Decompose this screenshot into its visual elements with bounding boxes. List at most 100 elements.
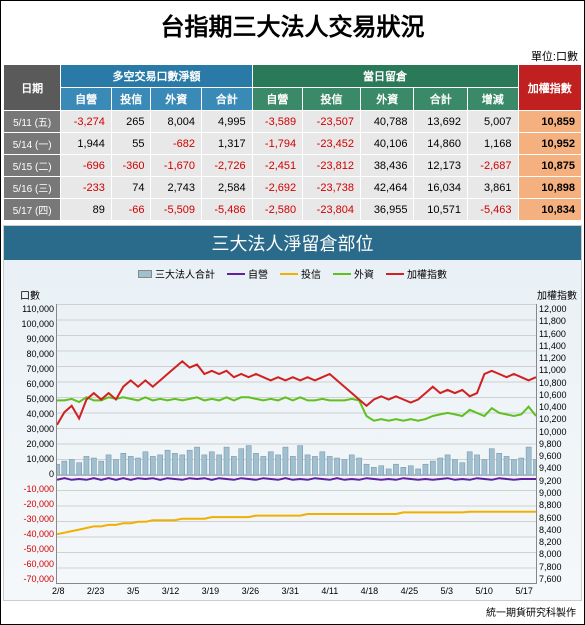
cell-vol: 2,743 [151,177,202,199]
y-tick-left: -30,000 [10,514,54,524]
y-tick-right: 11,800 [539,316,575,326]
cell-pos: -3,589 [252,111,303,133]
sub-hdr: 增減 [467,88,518,111]
y-axis-left: 110,000100,00090,00080,00070,00060,00050… [8,304,56,584]
sub-hdr: 外資 [360,88,413,111]
chart-svg [57,304,536,584]
legend-item: 自營 [227,266,268,281]
cell-vol: -5,486 [202,199,253,221]
legend-item: 三大法人合計 [138,266,215,281]
y-tick-right: 9,800 [539,439,575,449]
cell-date: 5/11 (五) [4,111,61,133]
cell-vol: -682 [151,133,202,155]
sub-hdr: 自營 [61,88,112,111]
y-tick-right: 10,400 [539,402,575,412]
sub-hdr: 外資 [151,88,202,111]
y-tick-left: 0 [10,469,54,479]
cell-vol: -5,509 [151,199,202,221]
cell-pos: -23,738 [303,177,361,199]
y-tick-right: 11,600 [539,329,575,339]
cell-pos: -23,452 [303,133,361,155]
x-tick: 3/31 [282,586,300,596]
table-row: 5/16 (三) -233742,7432,584 -2,692-23,7384… [4,177,582,199]
cell-vol: -3,274 [61,111,112,133]
sub-hdr: 投信 [303,88,361,111]
cell-vol: 89 [61,199,112,221]
cell-pos: 3,861 [467,177,518,199]
y-tick-right: 9,400 [539,463,575,473]
unit-label: 單位:口數 [531,51,578,63]
cell-pos: -5,463 [467,199,518,221]
cell-pos: 12,173 [414,155,467,177]
report-container: 台指期三大法人交易狀況 單位:口數 日期 多空交易口數淨額 當日留倉 加權指數 … [0,0,585,625]
legend-swatch [333,273,351,275]
cell-vol: -360 [111,155,151,177]
cell-pos: 40,788 [360,111,413,133]
y-tick-right: 11,200 [539,353,575,363]
cell-idx: 10,834 [518,199,582,221]
y-tick-right: 7,800 [539,562,575,572]
sub-hdr: 自營 [252,88,303,111]
y-axis-right: 12,00011,80011,60011,40011,20011,00010,8… [537,304,577,584]
chart-legend: 三大法人合計自營投信外資加權指數 [4,260,581,287]
legend-item: 加權指數 [386,266,447,281]
cell-pos: 5,007 [467,111,518,133]
y-tick-right: 7,600 [539,574,575,584]
cell-pos: 36,955 [360,199,413,221]
hdr-date: 日期 [4,65,61,111]
data-table: 日期 多空交易口數淨額 當日留倉 加權指數 自營投信外資合計 自營投信外資合計增… [3,64,582,221]
y-tick-left: 60,000 [10,379,54,389]
cell-pos: -2,580 [252,199,303,221]
table-row: 5/17 (四) 89-66-5,509-5,486 -2,580-23,804… [4,199,582,221]
cell-idx: 10,898 [518,177,582,199]
y-tick-left: 90,000 [10,334,54,344]
cell-vol: 265 [111,111,151,133]
y-tick-right: 11,000 [539,365,575,375]
y-tick-right: 11,400 [539,341,575,351]
cell-date: 5/16 (三) [4,177,61,199]
sub-hdr: 投信 [111,88,151,111]
cell-pos: 1,168 [467,133,518,155]
table-row: 5/14 (一) 1,94455-6821,317 -1,794-23,4524… [4,133,582,155]
legend-swatch [138,270,152,278]
y-tick-left: 70,000 [10,364,54,374]
cell-pos: -1,794 [252,133,303,155]
y-tick-left: 110,000 [10,304,54,314]
y-tick-right: 8,200 [539,537,575,547]
y-tick-right: 10,200 [539,414,575,424]
y-tick-right: 9,200 [539,476,575,486]
cell-idx: 10,875 [518,155,582,177]
x-tick: 3/5 [127,586,140,596]
cell-pos: 42,464 [360,177,413,199]
page-title: 台指期三大法人交易狀況 [3,3,582,46]
x-tick: 4/25 [401,586,419,596]
hdr-index: 加權指數 [518,65,582,111]
cell-pos: 40,106 [360,133,413,155]
legend-item: 投信 [280,266,321,281]
cell-date: 5/14 (一) [4,133,61,155]
chart-panel: 三大法人淨留倉部位 三大法人合計自營投信外資加權指數 口數 加權指數 110,0… [3,225,582,601]
cell-pos: -2,692 [252,177,303,199]
cell-vol: 55 [111,133,151,155]
cell-idx: 10,859 [518,111,582,133]
cell-vol: 74 [111,177,151,199]
y-tick-left: 40,000 [10,409,54,419]
cell-pos: 14,860 [414,133,467,155]
sub-hdr: 合計 [414,88,467,111]
y-tick-right: 8,400 [539,525,575,535]
y-tick-right: 10,600 [539,390,575,400]
y-tick-left: -50,000 [10,544,54,554]
chart-plot [56,304,537,584]
hdr-position: 當日留倉 [252,65,518,88]
y-right-label: 加權指數 [535,287,579,304]
cell-pos: -2,451 [252,155,303,177]
y-tick-right: 12,000 [539,304,575,314]
x-axis: 2/82/233/53/123/193/263/314/114/184/255/… [4,584,581,600]
table-row: 5/15 (二) -696-360-1,670-2,726 -2,451-23,… [4,155,582,177]
cell-vol: 1,317 [202,133,253,155]
cell-vol: -2,726 [202,155,253,177]
cell-vol: -66 [111,199,151,221]
y-tick-left: 100,000 [10,319,54,329]
y-tick-right: 10,000 [539,427,575,437]
y-tick-left: -70,000 [10,574,54,584]
